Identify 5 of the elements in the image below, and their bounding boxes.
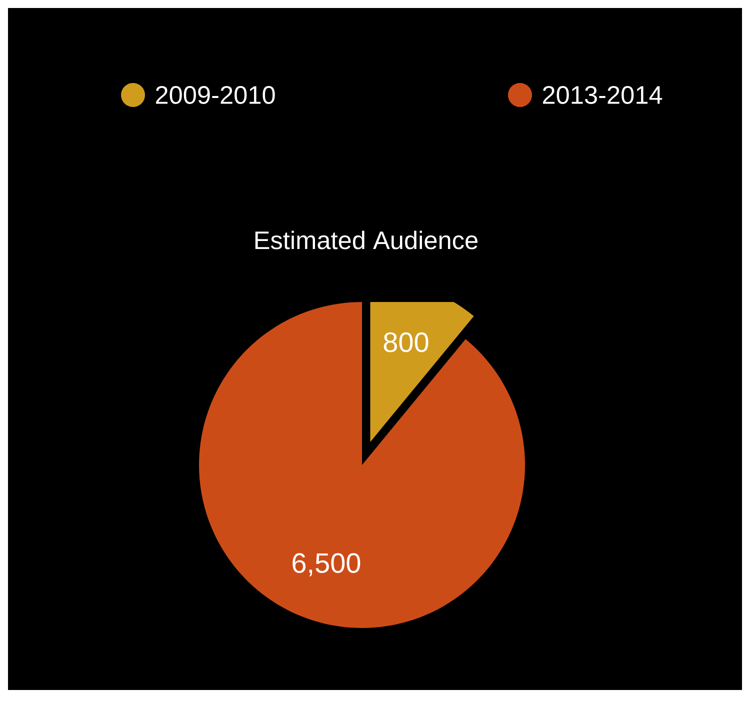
text: Estimated Audience — [255, 230, 478, 250]
data-label: 800 — [384, 332, 428, 352]
legend-label: 2013-2014 — [542, 86, 662, 104]
legend-label: 2009-2010 — [156, 86, 275, 104]
data-label: 6,500 — [292, 553, 360, 576]
